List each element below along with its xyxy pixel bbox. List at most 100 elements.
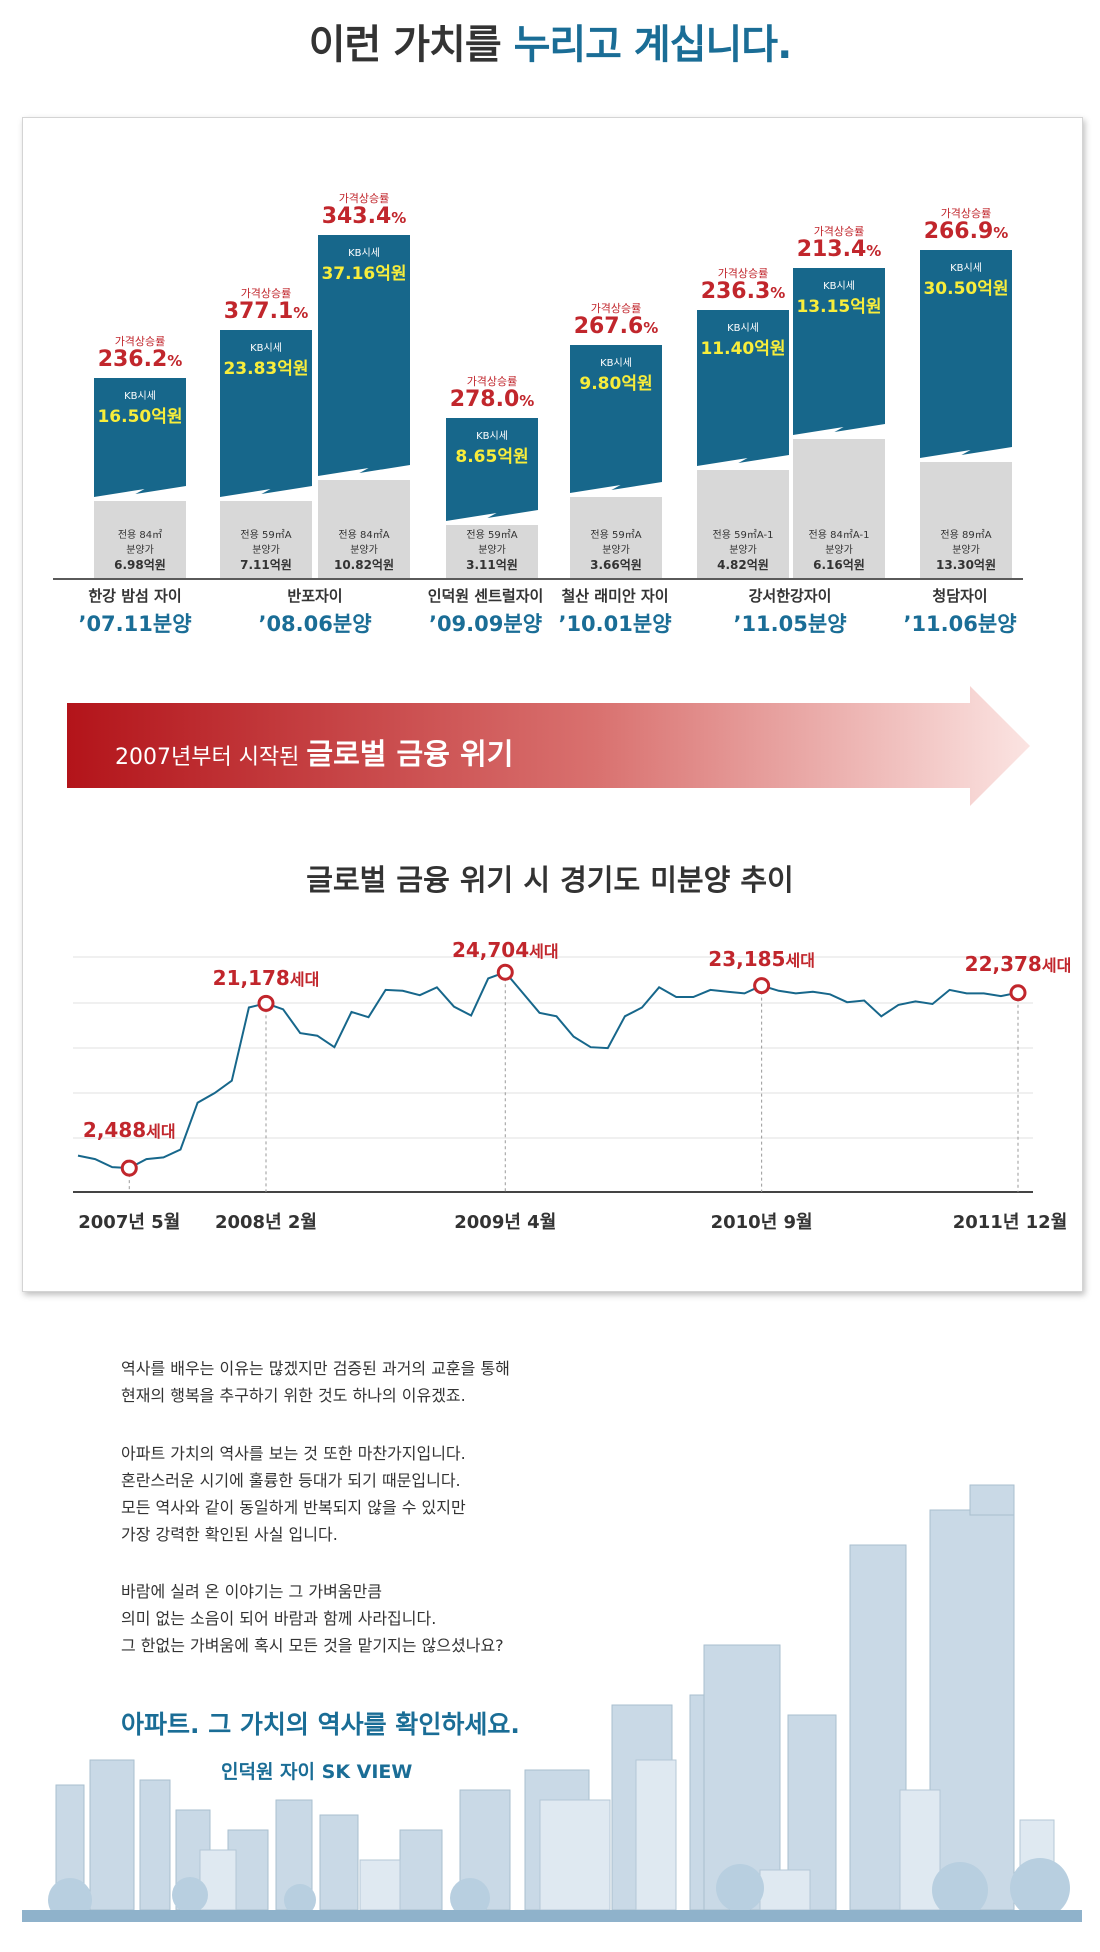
paragraph-line: 역사를 배우는 이유는 많겠지만 검증된 과거의 교훈을 통해 [121,1359,510,1378]
highlight-value: 23,185 [708,947,786,971]
page-headline: 이런 가치를 누리고 계십니다. [0,12,1100,70]
rise-value: 377.1% [210,299,322,324]
sale-price: 6.98억원 [114,558,166,572]
bar-break-marker [697,452,789,470]
bar-break-marker [793,421,885,439]
sale-info: 전용 59㎡A 분양가 7.11억원 [220,528,312,574]
paragraph-2: 아파트 가치의 역사를 보는 것 또한 마찬가지입니다. 혼란스러운 시기에 훌… [121,1440,466,1548]
paragraph-3: 바람에 실려 온 이야기는 그 가벼움만큼 의미 없는 소음이 되어 바람과 함… [121,1578,504,1659]
highlight-value: 22,378 [964,952,1042,976]
rise-label: 가격상승률 [114,335,166,348]
sale-price-bar [446,521,538,578]
rise-value: 236.3% [687,279,799,304]
kb-price-bar [570,345,662,493]
unit-size: 전용 59㎡A-1 [712,530,774,541]
sale-info: 전용 59㎡A-1 분양가 4.82억원 [697,528,789,574]
rise-label: 가격상승률 [590,302,642,315]
cityscape-illustration [22,1484,1082,1922]
rise-value: 267.6% [560,314,672,339]
sale-price: 7.11억원 [240,558,292,572]
rise-unit: % [293,304,309,322]
highlight-point [257,994,275,1012]
highlight-label: 21,178세대 [196,966,336,990]
rise-value: 213.4% [783,237,895,262]
headline-part2: 누리고 계십니다. [513,22,793,68]
x-tick-label: 2008년 2월 [214,1212,317,1233]
rise-label: 가격상승률 [940,207,992,220]
kb-price-bar [446,418,538,521]
sale-label: 분양가 [478,545,506,556]
complex-name: 강서한강자이 [748,587,832,605]
x-tick-label: 2010년 9월 [710,1212,813,1233]
rise-unit: % [643,319,659,337]
bar-break-marker [446,507,538,525]
kb-label: KB시세 [476,431,508,442]
kb-price-bar [220,330,312,497]
banner-emphasis: 글로벌 금융 위기 [306,737,514,771]
x-tick-label: 2011년 12월 [952,1212,1068,1233]
rise-value: 278.0% [436,387,548,412]
kb-label: KB시세 [727,323,759,334]
kb-label: KB시세 [600,358,632,369]
sale-label: 분양가 [602,545,630,556]
bar-break-marker [920,444,1012,462]
tagline: 아파트. 그 가치의 역사를 확인하세요. [121,1710,520,1739]
complex-name: 반포자이 [287,587,343,605]
kb-label: KB시세 [950,263,982,274]
bar-break-marker [94,483,186,501]
x-tick-label: 2007년 5월 [78,1212,181,1233]
paragraph-line: 의미 없는 소음이 되어 바람과 함께 사라집니다. [121,1609,437,1628]
sale-price-bar [318,476,410,578]
rise-label: 가격상승률 [240,287,292,300]
complex-sale-date: ’07.11분양 [78,612,192,636]
kb-label: KB시세 [348,248,380,259]
rise-number: 343.4 [321,204,392,229]
highlight-label: 2,488세대 [59,1118,199,1142]
rise-unit: % [519,392,535,410]
rise-number: 377.1 [223,299,294,324]
sale-price-bar [570,493,662,578]
paragraph-line: 가장 강력한 확인된 사실 입니다. [121,1525,338,1544]
bar-baseline [53,578,1023,580]
paragraph-line: 혼란스러운 시기에 훌륭한 등대가 되기 때문입니다. [121,1471,461,1490]
highlight-value: 21,178 [212,966,290,990]
sale-label: 분양가 [126,545,154,556]
sale-label: 분양가 [350,545,378,556]
sale-info: 전용 89㎡A 분양가 13.30억원 [920,528,1012,574]
rise-number: 267.6 [573,314,644,339]
highlight-unit: 세대 [785,951,815,970]
complex-name: 한강 밤섬 자이 [88,587,182,605]
sale-price: 10.82억원 [333,558,395,572]
rise-label: 가격상승률 [338,192,390,205]
kb-price-bar [318,235,410,476]
complex-sale-date: ’11.06분양 [903,612,1017,636]
sale-label: 분양가 [952,545,980,556]
rise-value: 343.4% [308,204,420,229]
series-line [77,971,1019,1170]
highlight-value: 24,704 [451,938,530,962]
kb-value: 8.65억원 [455,447,529,467]
highlight-unit: 세대 [1041,956,1072,975]
rise-label: 가격상승률 [717,267,769,280]
sale-price-bar [220,497,312,578]
rise-number: 266.9 [923,219,994,244]
sale-price: 6.16억원 [813,558,865,572]
kb-value: 30.50억원 [923,279,1009,299]
headline-part1: 이런 가치를 [308,22,514,68]
sale-info: 전용 59㎡A 분양가 3.66억원 [570,528,662,574]
arrow-shape [67,686,1030,806]
rise-value: 266.9% [910,219,1022,244]
complex-sale-date: ’11.05분양 [733,612,847,636]
complex-name: 인덕원 센트럴자이 [427,587,544,605]
crisis-banner-text: 2007년부터 시작된 글로벌 금융 위기 [115,731,513,773]
kb-price-bar [94,378,186,497]
rise-value: 236.2% [84,347,196,372]
paragraph-line: 바람에 실려 온 이야기는 그 가벼움만큼 [121,1582,382,1601]
kb-value: 16.50억원 [97,407,183,427]
highlight-point [753,977,771,995]
sale-label: 분양가 [825,545,853,556]
sale-info: 전용 84㎡A-1 분양가 6.16억원 [793,528,885,574]
highlight-point [496,963,514,981]
paragraph-line: 그 한없는 가벼움에 혹시 모든 것을 맡기지는 않으셨나요? [121,1636,504,1655]
banner-text: 2007년부터 시작된 [115,745,307,770]
